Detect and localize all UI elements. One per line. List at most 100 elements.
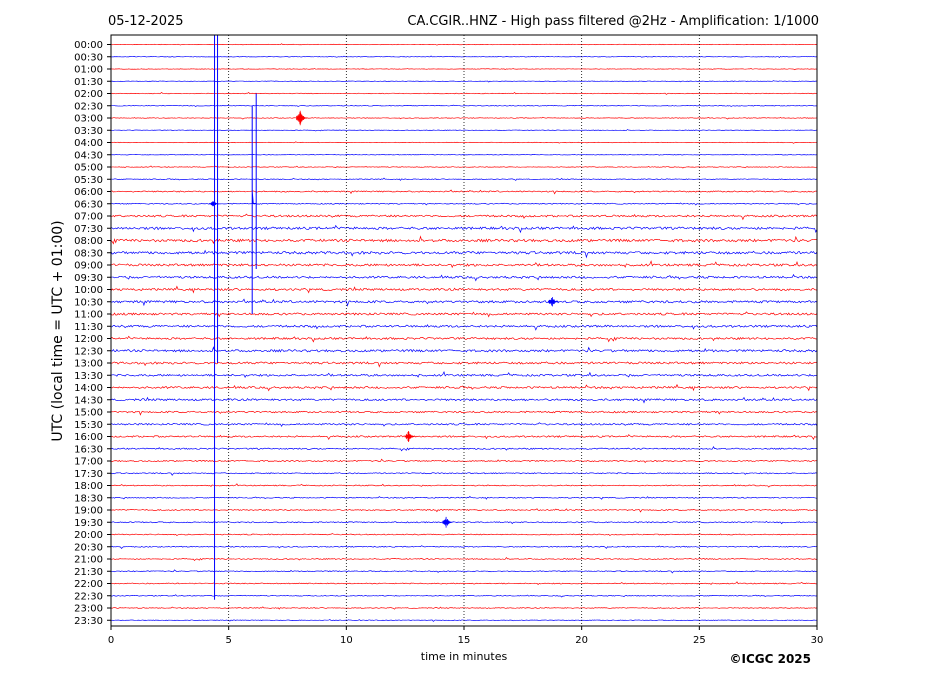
y-tick-label: 12:30 xyxy=(74,346,103,357)
y-tick-label: 15:30 xyxy=(74,420,103,431)
x-tick-label: 5 xyxy=(225,635,231,646)
trace-0330 xyxy=(110,129,818,132)
x-tick-label: 30 xyxy=(811,635,824,646)
trace-0800 xyxy=(110,235,818,245)
event-mark xyxy=(251,93,257,314)
y-tick-label: 09:30 xyxy=(74,273,103,284)
y-tick-label: 18:30 xyxy=(74,493,103,504)
date-label: 05-12-2025 xyxy=(108,14,184,29)
trace-1100 xyxy=(110,311,818,318)
x-tick-label: 0 xyxy=(108,635,114,646)
trace-0930 xyxy=(110,273,818,282)
y-tick-label: 21:30 xyxy=(74,567,103,578)
y-tick-label: 03:00 xyxy=(74,114,103,125)
x-tick-label: 25 xyxy=(693,635,706,646)
y-tick-label: 23:00 xyxy=(74,604,103,615)
trace-1400 xyxy=(110,383,818,392)
y-tick-label: 07:00 xyxy=(74,212,103,223)
event-mark xyxy=(214,35,219,600)
y-tick-label: 16:00 xyxy=(74,432,103,443)
y-tick-label: 01:00 xyxy=(74,65,103,76)
x-tick-label: 10 xyxy=(340,635,353,646)
y-tick-label: 20:00 xyxy=(74,530,103,541)
x-tick-label: 20 xyxy=(575,635,588,646)
y-tick-label: 18:00 xyxy=(74,481,103,492)
trace-2100 xyxy=(110,556,818,562)
trace-0900 xyxy=(110,260,818,269)
y-tick-label: 15:00 xyxy=(74,408,103,419)
x-axis-label: time in minutes xyxy=(421,650,508,663)
event-mark xyxy=(296,110,308,126)
event-mark xyxy=(442,516,454,528)
copyright-label: ©ICGC 2025 xyxy=(729,652,811,666)
event-mark xyxy=(548,297,560,307)
y-tick-label: 23:30 xyxy=(74,616,103,627)
y-tick-label: 17:30 xyxy=(74,469,103,480)
y-tick-label: 20:30 xyxy=(74,542,103,553)
trace-0500 xyxy=(110,165,818,169)
y-tick-label: 01:30 xyxy=(74,77,103,88)
trace-0300 xyxy=(110,116,818,120)
y-tick-label: 05:30 xyxy=(74,175,103,186)
x-ticks: 0 5 10 15 20 25 30 xyxy=(108,626,824,646)
trace-1530 xyxy=(110,422,818,427)
y-tick-label: 09:00 xyxy=(74,261,103,272)
y-tick-label: 06:30 xyxy=(74,199,103,210)
trace-0200 xyxy=(110,92,818,95)
y-tick-label: 02:00 xyxy=(74,89,103,100)
y-tick-label: 21:00 xyxy=(74,555,103,566)
trace-2000 xyxy=(110,533,818,537)
event-marks xyxy=(209,35,560,600)
y-tick-label: 05:00 xyxy=(74,163,103,174)
trace-0730 xyxy=(110,224,818,234)
y-tick-label: 13:00 xyxy=(74,359,103,370)
y-axis-label: UTC (local time = UTC + 01:00) xyxy=(50,220,66,441)
y-tick-label: 02:30 xyxy=(74,101,103,112)
y-tick-label: 04:30 xyxy=(74,150,103,161)
y-tick-label: 00:30 xyxy=(74,52,103,63)
y-tick-label: 00:00 xyxy=(74,40,103,51)
y-tick-label: 08:00 xyxy=(74,236,103,247)
trace-2230 xyxy=(110,594,818,598)
trace-1030 xyxy=(110,298,818,307)
y-tick-label: 07:30 xyxy=(74,224,103,235)
y-tick-label: 11:00 xyxy=(74,310,103,321)
trace-0130 xyxy=(110,80,818,83)
y-tick-label: 19:30 xyxy=(74,518,103,529)
y-tick-label: 04:00 xyxy=(74,138,103,149)
y-tick-label: 16:30 xyxy=(74,444,103,455)
y-tick-label: 08:30 xyxy=(74,248,103,259)
y-tick-label: 22:30 xyxy=(74,591,103,602)
trace-2030 xyxy=(110,545,818,549)
trace-0400 xyxy=(110,141,818,144)
trace-1600 xyxy=(110,434,818,441)
y-tick-label: 06:00 xyxy=(74,187,103,198)
y-tick-label: 03:30 xyxy=(74,126,103,137)
trace-1430 xyxy=(110,396,818,404)
plot-frame xyxy=(110,34,818,627)
trace-1330 xyxy=(110,371,818,378)
y-tick-label: 10:00 xyxy=(74,285,103,296)
y-tick-label: 11:30 xyxy=(74,322,103,333)
trace-0230 xyxy=(111,104,818,107)
y-tick-label: 10:30 xyxy=(74,297,103,308)
event-mark xyxy=(404,431,416,442)
y-tick-label: 13:30 xyxy=(74,371,103,382)
chart-title: CA.CGIR..HNZ - High pass filtered @2Hz -… xyxy=(407,14,819,29)
y-tick-label: 19:00 xyxy=(74,506,103,517)
trace-2200 xyxy=(110,581,818,585)
vertical-gridlines xyxy=(228,35,700,626)
trace-1500 xyxy=(110,410,818,416)
event-mark xyxy=(209,201,221,207)
y-tick-label: 22:00 xyxy=(74,579,103,590)
y-tick-label: 12:00 xyxy=(74,334,103,345)
trace-0430 xyxy=(110,153,818,156)
y-tick-label: 17:00 xyxy=(74,457,103,468)
trace-2130 xyxy=(110,569,818,574)
y-tick-label: 14:00 xyxy=(74,383,103,394)
y-tick-label: 14:30 xyxy=(74,395,103,406)
x-tick-label: 15 xyxy=(458,635,471,646)
